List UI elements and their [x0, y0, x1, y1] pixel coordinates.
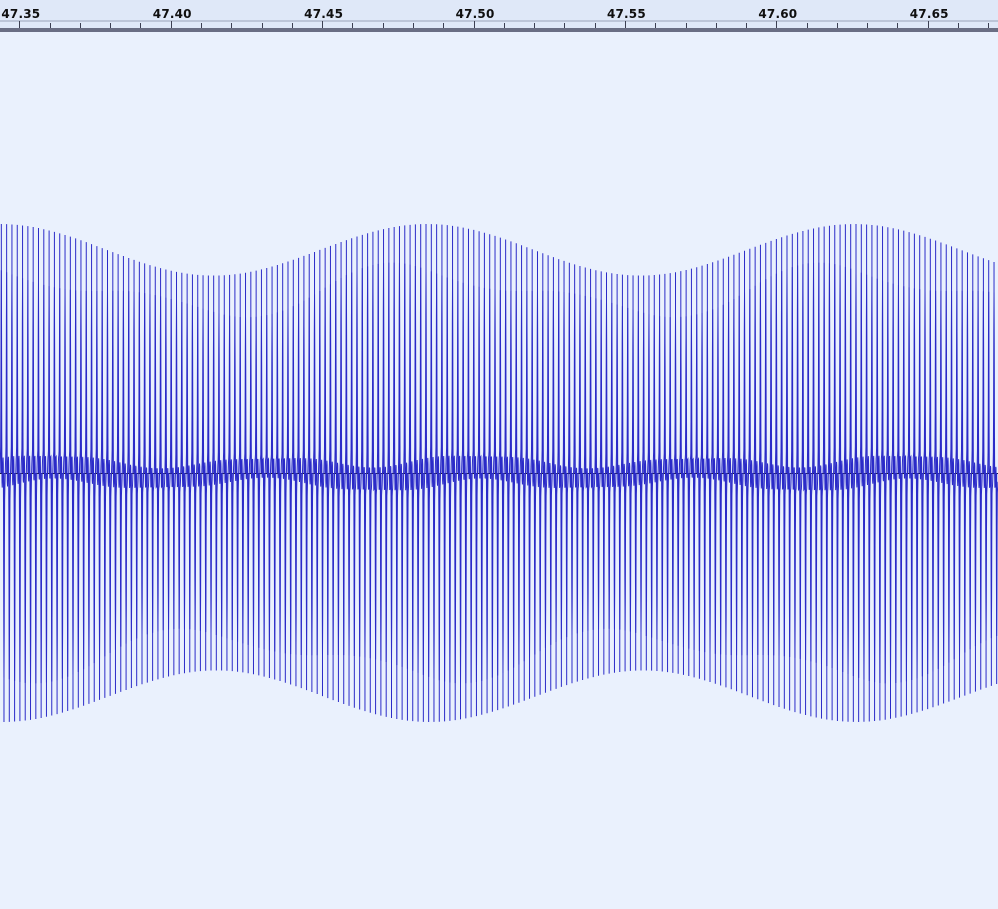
timeline-ruler[interactable]: 47.35 47.40 47.45 47.50 47.55 47.60 47.65	[0, 0, 998, 32]
ruler-border	[0, 28, 998, 32]
ruler-tick-label: 47.40	[152, 7, 192, 21]
audio-track-waveform[interactable]	[0, 32, 998, 909]
ruler-tick-label: 47.50	[455, 7, 495, 21]
ruler-tick-label: 47.55	[606, 7, 646, 21]
waveform-peaks	[0, 224, 998, 722]
waveform-canvas[interactable]	[0, 32, 998, 909]
ruler-tick-label: 47.65	[909, 7, 949, 21]
ruler-tick-label: 47.45	[304, 7, 344, 21]
ruler-tick-label: 47.35	[1, 7, 41, 21]
ruler-ticks	[0, 20, 998, 32]
ruler-tick-label: 47.60	[758, 7, 798, 21]
